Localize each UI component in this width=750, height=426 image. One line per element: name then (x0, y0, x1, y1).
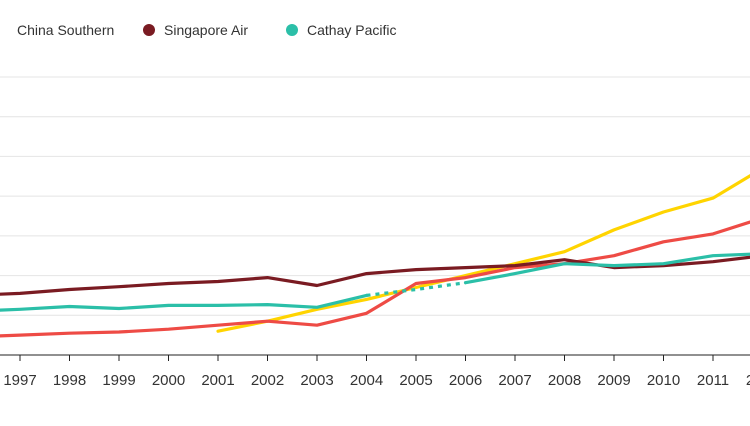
x-tick-label: 2007 (498, 372, 531, 389)
x-tick-label: 1998 (53, 372, 86, 389)
x-tick-label: 2003 (300, 372, 333, 389)
legend-label: Singapore Air (164, 22, 249, 38)
legend-item-singapore-air: Singapore Air (143, 22, 248, 38)
x-tick-label: 2004 (350, 372, 383, 389)
gridlines (0, 76, 750, 316)
series-line-series-1 (216, 173, 750, 333)
series-line-singapore-air (0, 255, 750, 296)
x-tick-label: 2001 (201, 372, 234, 389)
series-line-cathay-pacific (0, 293, 369, 312)
x-tick-label: 2002 (251, 372, 284, 389)
legend-swatch (143, 24, 155, 36)
series-line-cathay-pacific-dashed (366, 281, 466, 297)
legend-label: Cathay Pacific (307, 22, 397, 38)
x-tick-label: 2008 (548, 372, 581, 389)
x-tick-label: 1997 (3, 372, 36, 389)
x-tick-label: 2000 (152, 372, 185, 389)
legend-item-cathay-pacific: Cathay Pacific (286, 22, 396, 38)
legend-swatch (286, 24, 298, 36)
chart-legend: China Southern Singapore Air Cathay Pacifi… (0, 22, 750, 50)
series-line-china-southern (0, 220, 750, 338)
series-line-cathay-pacific (463, 252, 750, 285)
x-tick-label: 2006 (449, 372, 482, 389)
legend-label: China Southern (17, 22, 115, 38)
x-tick-label: 2009 (597, 372, 630, 389)
x-tick-label: 2005 (399, 372, 432, 389)
x-tick-label: 2011 (697, 372, 729, 389)
x-tick-label: 2012 (746, 372, 750, 389)
x-axis-ticks: 1997 1998 1999 2000 2001 2002 2003 2004 2005 2006… (3, 355, 750, 389)
x-tick-label: 1999 (102, 372, 135, 389)
x-tick-label: 2010 (647, 372, 680, 389)
series-group (0, 173, 750, 338)
legend-item-china-southern: China Southern (0, 22, 114, 38)
